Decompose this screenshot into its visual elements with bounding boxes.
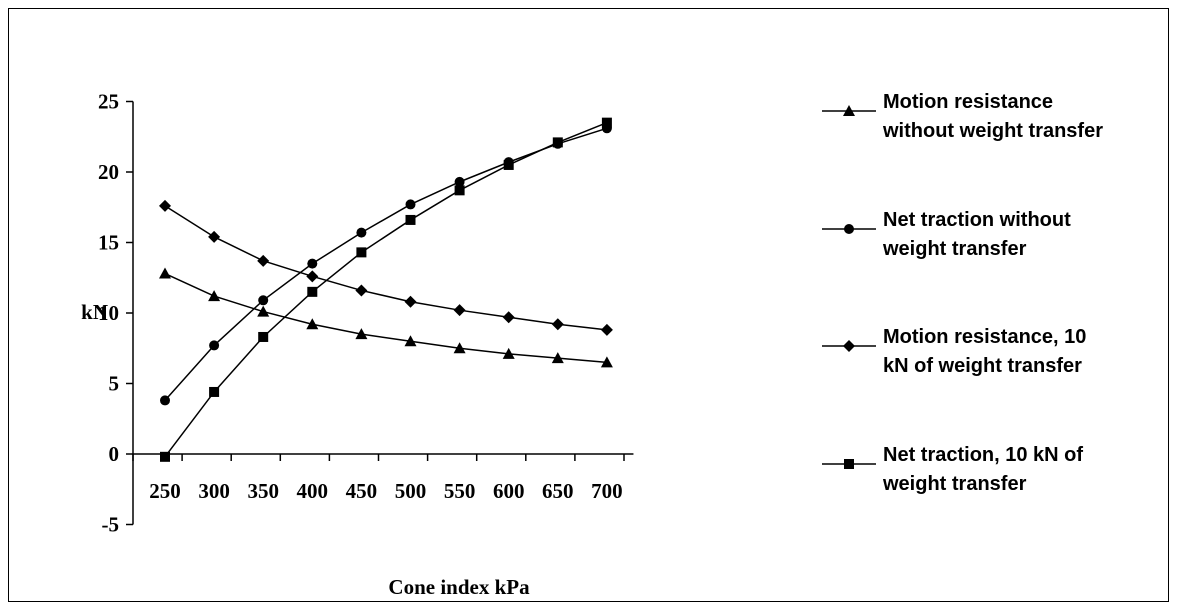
legend-label: without weight transfer <box>882 120 1103 142</box>
data-point <box>306 270 319 283</box>
data-point <box>258 331 269 342</box>
series-line <box>164 205 607 331</box>
data-point <box>307 286 318 297</box>
data-point <box>258 295 269 306</box>
legend-label: weight transfer <box>882 238 1027 260</box>
x-tick-label: 500 <box>395 479 427 503</box>
legend-marker <box>844 224 854 234</box>
data-point <box>600 323 613 336</box>
x-tick-label: 550 <box>444 479 476 503</box>
data-point <box>404 295 417 308</box>
data-point <box>208 290 221 302</box>
data-point <box>502 347 515 359</box>
data-point <box>159 199 171 212</box>
data-point <box>160 451 170 462</box>
series-line <box>164 121 608 458</box>
legend-label: weight transfer <box>882 473 1027 495</box>
x-tick-label: 350 <box>247 479 279 503</box>
legend-label: Net traction, 10 kN of <box>883 444 1083 466</box>
x-tick-label: 600 <box>493 479 525 503</box>
x-tick-label: 300 <box>198 479 230 503</box>
y-tick-label: 10 <box>98 301 119 325</box>
data-point <box>552 137 563 148</box>
x-tick-label: 450 <box>346 479 378 503</box>
y-tick-label: 20 <box>98 160 119 184</box>
legend-label: Motion resistance <box>883 91 1053 113</box>
data-point <box>454 176 465 187</box>
data-point <box>257 305 270 317</box>
data-point <box>405 214 416 225</box>
legend-label: Net traction without <box>883 209 1071 231</box>
x-tick-label: 650 <box>542 479 574 503</box>
data-point <box>601 117 612 128</box>
data-point <box>160 395 170 406</box>
chart-frame <box>8 8 1169 602</box>
data-point <box>356 247 367 258</box>
data-point <box>209 340 220 351</box>
y-tick-label: 25 <box>98 90 119 114</box>
series-line <box>164 272 607 364</box>
data-point <box>159 267 171 279</box>
series-line <box>164 127 608 401</box>
x-tick-label: 400 <box>297 479 329 503</box>
data-point <box>551 352 564 364</box>
data-point <box>453 342 466 354</box>
data-point <box>405 199 416 210</box>
x-axis-title: Cone index kPa <box>388 575 530 599</box>
y-tick-label: 0 <box>109 442 120 466</box>
data-point <box>209 386 220 397</box>
data-point <box>307 258 318 269</box>
y-tick-label: -5 <box>102 513 120 537</box>
data-point <box>454 185 465 196</box>
legend-marker <box>843 340 855 352</box>
data-point <box>355 328 368 340</box>
data-point <box>257 254 270 267</box>
data-point <box>355 284 368 297</box>
legend-marker <box>843 105 855 116</box>
data-point <box>502 311 515 324</box>
data-point <box>404 335 417 347</box>
data-point <box>306 318 319 330</box>
data-point <box>503 159 514 170</box>
data-point <box>453 304 466 317</box>
legend-label: Motion resistance, 10 <box>883 326 1086 348</box>
data-point <box>356 227 367 238</box>
legend-label: kN of weight transfer <box>883 355 1082 377</box>
y-axis-title: kN <box>81 300 108 324</box>
x-tick-label: 700 <box>591 479 623 503</box>
legend-marker <box>844 459 854 469</box>
data-point <box>600 356 613 368</box>
y-tick-label: 15 <box>98 231 119 255</box>
y-tick-label: 5 <box>109 372 120 396</box>
data-point <box>208 230 221 243</box>
x-tick-label: 250 <box>149 479 181 503</box>
data-point <box>551 318 564 331</box>
